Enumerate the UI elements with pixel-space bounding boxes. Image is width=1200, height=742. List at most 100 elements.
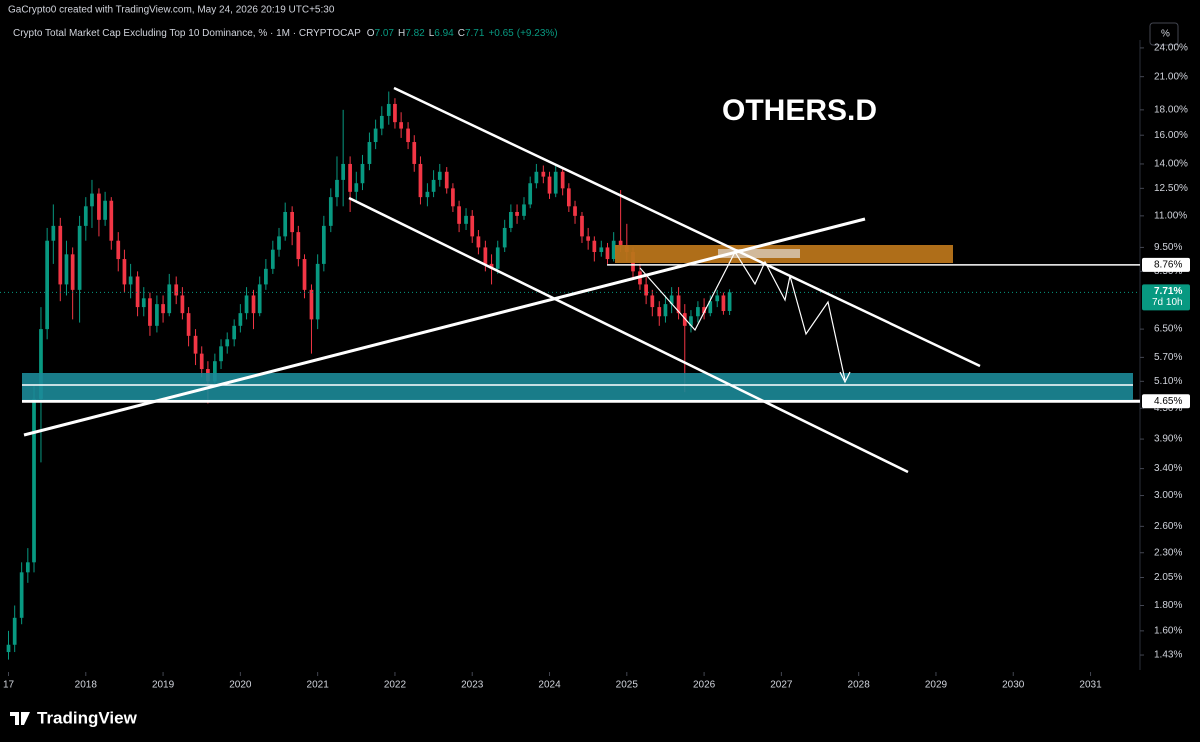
ohlc-key: O (367, 28, 375, 39)
logo: TradingView (10, 708, 138, 727)
scale-button[interactable] (1149, 22, 1179, 46)
candle-body (25, 562, 30, 573)
plot (0, 91, 1140, 660)
y-tick-label: 11.00% (1154, 211, 1187, 222)
candle-body (650, 295, 655, 308)
candle-body (393, 103, 397, 123)
candle-body (70, 254, 75, 290)
candle-body (244, 295, 249, 314)
y-tick-label: 24.00% (1154, 43, 1188, 54)
y-tick-label: 21.00% (1154, 71, 1188, 82)
logo-mark (10, 712, 30, 725)
candle-body (6, 644, 11, 653)
candle-body (702, 307, 706, 314)
y-tick-label: 2.05% (1154, 572, 1182, 583)
candle-body (573, 206, 577, 216)
candle-body (534, 171, 539, 184)
candle-body (103, 200, 107, 220)
price-label: 8.76% (1154, 260, 1182, 271)
candle-body (45, 240, 50, 330)
ohlc-key: C (458, 28, 465, 39)
candle-body (437, 171, 442, 180)
x-tick-label: 2019 (152, 680, 175, 691)
candle-body (547, 176, 552, 194)
y-tick-label: 1.60% (1154, 626, 1182, 637)
credit: GaCrypto0 created with TradingView.com, … (8, 5, 335, 16)
candle-body (444, 171, 449, 189)
candle-body (19, 572, 24, 618)
candle-body (341, 163, 346, 180)
candle-body (128, 276, 133, 285)
x-tick-label: 2025 (616, 680, 639, 691)
candle-body (373, 128, 378, 143)
y-tick-label: 5.70% (1154, 352, 1182, 363)
candle-body (689, 316, 693, 326)
candle-body (696, 307, 700, 317)
x-tick-label: 17 (3, 680, 15, 691)
candle-body (12, 617, 17, 645)
candle-body (180, 295, 185, 314)
candle-body (451, 188, 455, 207)
candle-body (290, 211, 295, 233)
y-tick-label: 2.30% (1154, 547, 1182, 558)
annotation: OTHERS.D (722, 94, 877, 127)
x-tick-label: 2018 (75, 680, 98, 691)
y-tick-label: 1.80% (1154, 600, 1182, 611)
candle-body (167, 284, 172, 314)
candle-body (727, 292, 732, 312)
candle-body (238, 313, 243, 326)
candle-body (657, 307, 662, 317)
candle-body (553, 171, 558, 194)
candle-body (97, 193, 101, 220)
candle-body (51, 225, 56, 241)
y-tick-label: 2.60% (1154, 521, 1182, 532)
candle-body (335, 179, 339, 198)
candle-body (470, 215, 475, 237)
candle-body (425, 191, 430, 198)
candle-body (566, 188, 571, 207)
brand: TradingView (37, 708, 138, 727)
x-tick-label: 2022 (384, 680, 407, 691)
candle-body (586, 236, 591, 241)
scale-button-label[interactable]: % (1161, 29, 1170, 40)
candle-body (32, 398, 36, 563)
candle-body (541, 171, 546, 177)
drawings (22, 86, 1133, 474)
candle-body (509, 211, 513, 228)
candle-body (618, 240, 623, 246)
y-tick-label: 9.50% (1154, 242, 1182, 253)
candle-body (321, 225, 326, 264)
candle-body (225, 339, 230, 347)
last-price-label: 7.71% (1154, 286, 1182, 297)
candle-body (90, 193, 94, 207)
candle-body (599, 247, 604, 253)
candle-body (592, 240, 597, 253)
candle-body (528, 183, 533, 205)
candle-body (277, 236, 281, 250)
legend-line: Crypto Total Market Cap Excluding Top 10… (13, 28, 558, 39)
x-tick-label: 2026 (693, 680, 716, 691)
candle-body (522, 204, 526, 216)
last-price-box (1142, 284, 1190, 311)
chart-title: Crypto Total Market Cap Excluding Top 10… (13, 28, 361, 39)
y-tick-label: 12.50% (1154, 183, 1188, 194)
candle-body (283, 211, 288, 237)
candle-body (495, 247, 500, 269)
candle-body (515, 211, 519, 216)
candle-body (476, 236, 481, 248)
candle-body (682, 313, 687, 326)
channel-lower (348, 196, 909, 474)
candle-body (302, 259, 307, 290)
ohlc-key: H (398, 28, 405, 39)
candle-body (708, 301, 713, 314)
change: +0.65 (488, 28, 514, 39)
candle-body (174, 284, 179, 296)
candle-body (367, 142, 372, 164)
support-zone (22, 373, 1133, 400)
x-tick-label: 2024 (538, 680, 561, 691)
candle-body (412, 142, 417, 164)
candle-body (360, 163, 365, 184)
projection-path (639, 250, 846, 381)
y-tick-label: 16.00% (1154, 130, 1188, 141)
candle-body (135, 276, 140, 308)
